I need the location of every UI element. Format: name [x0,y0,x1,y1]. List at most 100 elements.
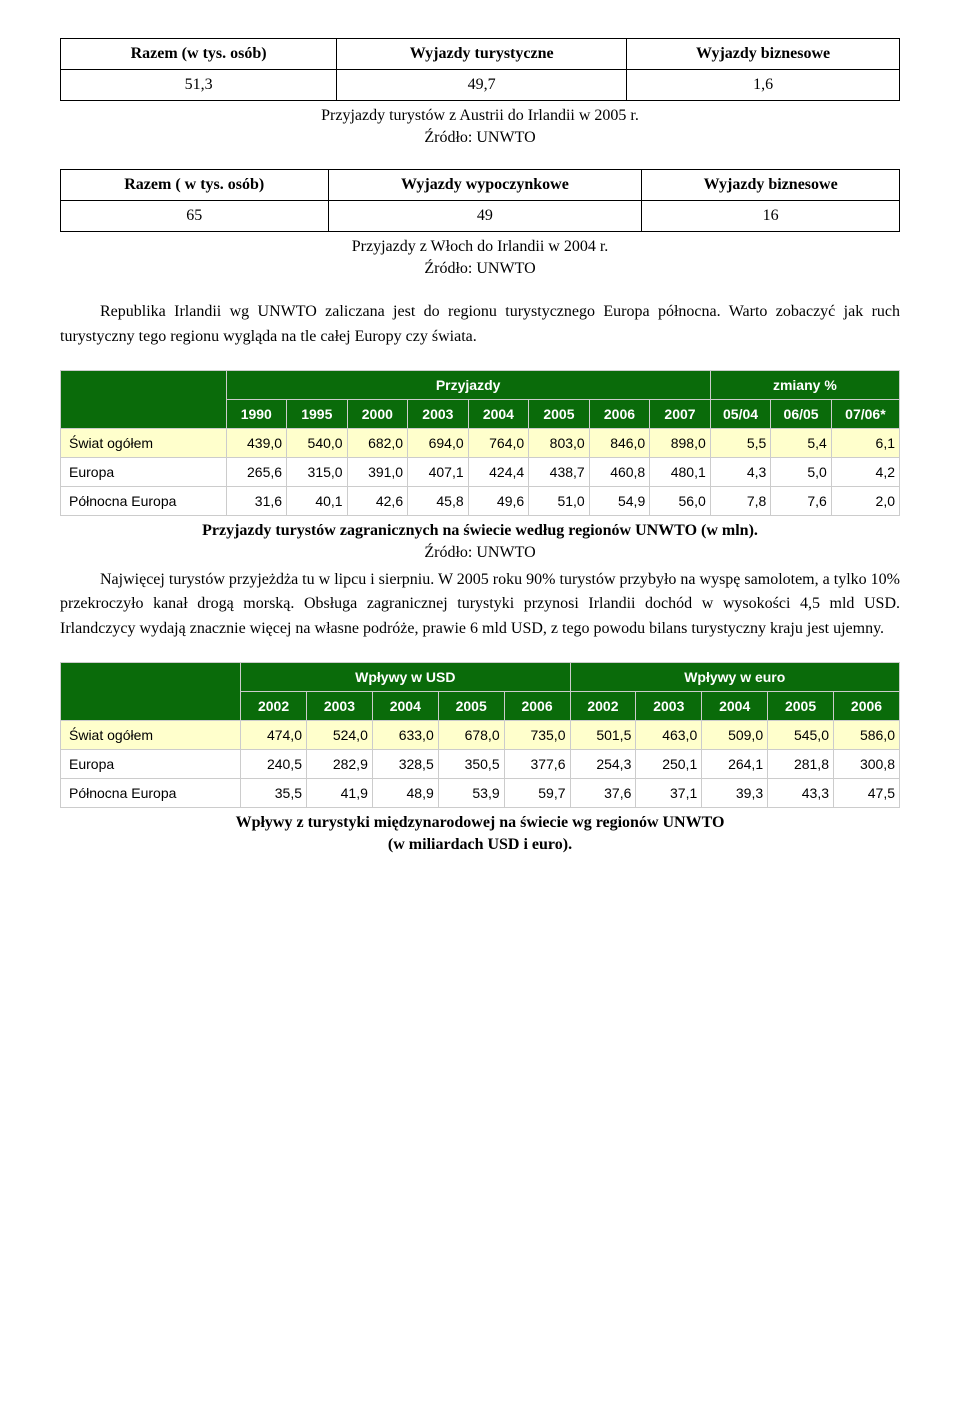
cell: 438,7 [529,457,590,486]
table-caption: (w miliardach USD i euro). [60,836,900,854]
year-header: 2004 [702,691,768,720]
year-header: 2005 [768,691,834,720]
col-header: Razem ( w tys. osób) [61,170,329,201]
table-row: 51,3 49,7 1,6 [61,70,900,101]
cell: 53,9 [438,778,504,807]
cell: 300,8 [834,749,900,778]
table-row: Przyjazdy zmiany % [61,370,900,399]
table-source: Źródło: UNWTO [60,260,900,278]
col-header: Wyjazdy biznesowe [642,170,900,201]
cell: 501,5 [570,720,636,749]
cell: 254,3 [570,749,636,778]
table-caption: Przyjazdy turystów z Austrii do Irlandii… [60,107,900,125]
year-header: 2002 [241,691,307,720]
cell: 16 [642,201,900,232]
cell: 49,6 [468,486,529,515]
cell: 47,5 [834,778,900,807]
table-austria: Razem (w tys. osób) Wyjazdy turystyczne … [60,38,900,101]
cell: 65 [61,201,329,232]
cell: 56,0 [650,486,711,515]
cell: 545,0 [768,720,834,749]
cell: 250,1 [636,749,702,778]
row-label: Europa [61,457,227,486]
cell: 7,6 [771,486,832,515]
cell: 846,0 [589,428,650,457]
cell: 282,9 [307,749,373,778]
table-row: Razem (w tys. osób) Wyjazdy turystyczne … [61,39,900,70]
cell: 35,5 [241,778,307,807]
cell: 803,0 [529,428,590,457]
cell: 377,6 [504,749,570,778]
cell: 474,0 [241,720,307,749]
cell: 281,8 [768,749,834,778]
table-row: Europa 265,6 315,0 391,0 407,1 424,4 438… [61,457,900,486]
year-header: 2003 [636,691,702,720]
year-header: 2006 [834,691,900,720]
year-header: 2006 [504,691,570,720]
cell: 51,0 [529,486,590,515]
year-header: 2002 [570,691,636,720]
row-label: Świat ogółem [61,720,241,749]
year-header: 2003 [408,399,469,428]
blank-header [61,370,227,428]
cell: 42,6 [347,486,408,515]
year-header: 2000 [347,399,408,428]
year-header: 1990 [226,399,287,428]
cell: 5,5 [710,428,771,457]
year-header: 05/04 [710,399,771,428]
table-arrivals: Przyjazdy zmiany % 1990 1995 2000 2003 2… [60,370,900,516]
table-caption: Przyjazdy turystów zagranicznych na świe… [60,522,900,540]
table-source: Źródło: UNWTO [60,129,900,147]
year-header: 2005 [438,691,504,720]
table-row: Świat ogółem 474,0 524,0 633,0 678,0 735… [61,720,900,749]
year-header: 07/06* [831,399,899,428]
cell: 4,2 [831,457,899,486]
cell: 59,7 [504,778,570,807]
cell: 4,3 [710,457,771,486]
table-row: Razem ( w tys. osób) Wyjazdy wypoczynkow… [61,170,900,201]
cell: 48,9 [372,778,438,807]
table-source: Źródło: UNWTO [60,544,900,562]
body-paragraph: Najwięcej turystów przyjeżdża tu w lipcu… [60,568,900,642]
blank-header [61,662,241,720]
cell: 5,0 [771,457,832,486]
col-header: Wyjazdy wypoczynkowe [328,170,642,201]
cell: 51,3 [61,70,337,101]
cell: 678,0 [438,720,504,749]
group-header: Wpływy w USD [241,662,570,691]
table-receipts: Wpływy w USD Wpływy w euro 2002 2003 200… [60,662,900,808]
cell: 407,1 [408,457,469,486]
cell: 682,0 [347,428,408,457]
col-header: Razem (w tys. osób) [61,39,337,70]
cell: 509,0 [702,720,768,749]
year-header: 2004 [372,691,438,720]
row-label: Świat ogółem [61,428,227,457]
year-header: 2007 [650,399,711,428]
table-row: Północna Europa 31,6 40,1 42,6 45,8 49,6… [61,486,900,515]
col-header: Wyjazdy turystyczne [337,39,627,70]
cell: 524,0 [307,720,373,749]
cell: 31,6 [226,486,287,515]
cell: 463,0 [636,720,702,749]
cell: 439,0 [226,428,287,457]
cell: 350,5 [438,749,504,778]
cell: 7,8 [710,486,771,515]
cell: 6,1 [831,428,899,457]
cell: 2,0 [831,486,899,515]
cell: 37,1 [636,778,702,807]
cell: 391,0 [347,457,408,486]
cell: 240,5 [241,749,307,778]
group-header: zmiany % [710,370,899,399]
cell: 315,0 [287,457,348,486]
table-italy: Razem ( w tys. osób) Wyjazdy wypoczynkow… [60,169,900,232]
cell: 424,4 [468,457,529,486]
table-row: Północna Europa 35,5 41,9 48,9 53,9 59,7… [61,778,900,807]
row-label: Europa [61,749,241,778]
year-header: 06/05 [771,399,832,428]
cell: 40,1 [287,486,348,515]
table-row: 65 49 16 [61,201,900,232]
cell: 540,0 [287,428,348,457]
cell: 54,9 [589,486,650,515]
table-row: Świat ogółem 439,0 540,0 682,0 694,0 764… [61,428,900,457]
cell: 1,6 [627,70,900,101]
